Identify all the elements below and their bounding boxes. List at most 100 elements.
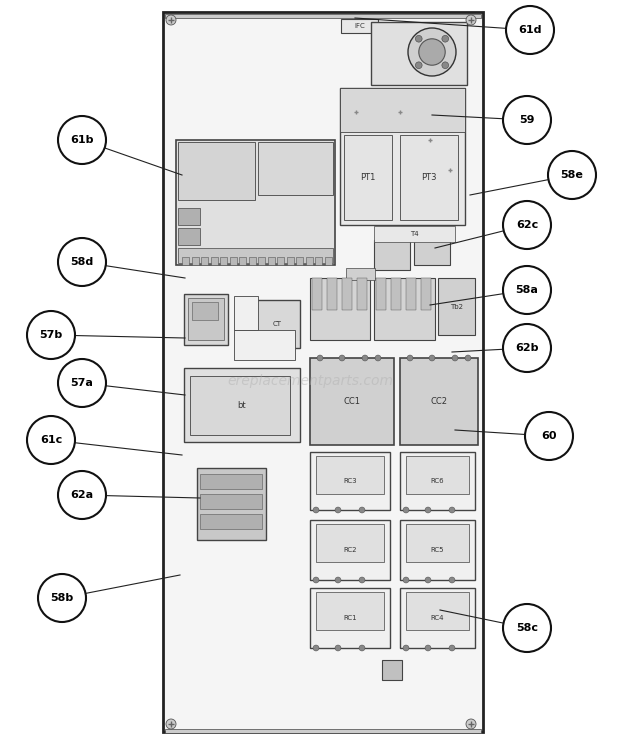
Circle shape — [442, 62, 449, 69]
Bar — [165, 729, 481, 733]
Bar — [310, 520, 390, 580]
Text: RC6: RC6 — [431, 478, 445, 484]
Circle shape — [415, 35, 422, 42]
Bar — [357, 278, 367, 310]
Text: RC2: RC2 — [343, 547, 356, 553]
Circle shape — [403, 577, 409, 583]
Bar — [414, 240, 450, 265]
Circle shape — [335, 645, 341, 651]
Bar — [254, 300, 300, 348]
Circle shape — [58, 471, 106, 519]
Text: 61c: 61c — [40, 435, 62, 445]
Circle shape — [506, 6, 554, 54]
Bar — [184, 368, 300, 442]
Bar — [234, 330, 295, 360]
Circle shape — [503, 324, 551, 372]
Bar — [324, 257, 332, 265]
Bar — [163, 12, 483, 732]
Circle shape — [27, 311, 75, 359]
Circle shape — [38, 574, 86, 622]
Text: 57b: 57b — [40, 330, 63, 340]
Circle shape — [317, 355, 323, 361]
Bar — [201, 257, 208, 265]
Circle shape — [359, 577, 365, 583]
Circle shape — [425, 645, 431, 651]
Text: RC3: RC3 — [343, 478, 357, 484]
Text: 61b: 61b — [70, 135, 94, 145]
Bar — [382, 660, 402, 680]
Bar — [165, 14, 481, 18]
Circle shape — [466, 719, 476, 729]
Text: 60: 60 — [541, 431, 557, 441]
Circle shape — [313, 507, 319, 513]
Bar — [400, 588, 475, 648]
Circle shape — [503, 201, 551, 249]
Circle shape — [449, 577, 455, 583]
Circle shape — [313, 645, 319, 651]
Circle shape — [418, 39, 445, 65]
Bar — [267, 257, 275, 265]
Bar — [376, 278, 386, 310]
Bar — [438, 278, 475, 335]
Circle shape — [449, 507, 455, 513]
Text: ereplacementparts.com: ereplacementparts.com — [227, 375, 393, 388]
Bar — [176, 140, 335, 265]
Bar — [306, 257, 312, 265]
Text: 61d: 61d — [518, 25, 542, 35]
Text: T4: T4 — [410, 231, 419, 237]
Bar — [178, 142, 255, 200]
Bar — [277, 257, 284, 265]
Circle shape — [503, 96, 551, 144]
Circle shape — [407, 355, 413, 361]
Bar — [258, 142, 333, 195]
Circle shape — [359, 507, 365, 513]
Circle shape — [449, 645, 455, 651]
Bar — [190, 376, 290, 435]
Bar — [178, 248, 333, 263]
Bar — [341, 19, 378, 33]
Text: 59: 59 — [520, 115, 534, 125]
Bar — [220, 257, 227, 265]
Bar — [400, 452, 475, 510]
Bar — [296, 257, 303, 265]
Bar — [258, 257, 265, 265]
Circle shape — [359, 645, 365, 651]
Bar — [374, 240, 410, 270]
Text: RC5: RC5 — [431, 547, 445, 553]
Bar — [184, 294, 228, 345]
Text: CT: CT — [273, 321, 281, 327]
Bar — [234, 296, 258, 330]
Circle shape — [503, 604, 551, 652]
Bar — [310, 588, 390, 648]
Bar — [178, 208, 200, 225]
Circle shape — [362, 355, 368, 361]
Bar — [178, 228, 200, 245]
Bar — [197, 468, 266, 540]
Text: PT3: PT3 — [421, 173, 436, 182]
Circle shape — [548, 151, 596, 199]
Bar — [188, 298, 224, 340]
Bar — [342, 278, 352, 310]
Circle shape — [375, 355, 381, 361]
Circle shape — [408, 28, 456, 76]
Bar — [400, 135, 458, 220]
Circle shape — [166, 719, 176, 729]
Text: RC4: RC4 — [431, 615, 445, 621]
Bar — [316, 592, 384, 630]
Text: 58c: 58c — [516, 623, 538, 633]
Bar — [340, 88, 465, 225]
Bar — [286, 257, 293, 265]
Text: Tb2: Tb2 — [450, 304, 463, 310]
Bar — [344, 135, 392, 220]
Bar — [406, 592, 469, 630]
Circle shape — [27, 416, 75, 464]
Circle shape — [466, 15, 476, 25]
Bar — [406, 278, 416, 310]
Circle shape — [335, 507, 341, 513]
Bar — [211, 257, 218, 265]
Text: TB3: TB3 — [224, 501, 238, 507]
Circle shape — [58, 116, 106, 164]
Circle shape — [403, 507, 409, 513]
Text: 57a: 57a — [71, 378, 94, 388]
Text: bt: bt — [237, 400, 246, 409]
